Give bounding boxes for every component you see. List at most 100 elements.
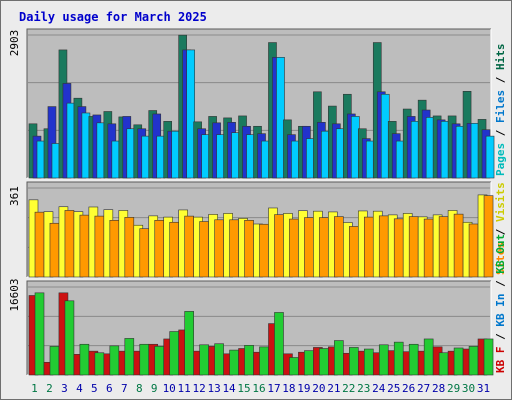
x-tick-label: 28 [432, 382, 445, 395]
bar-sites [334, 216, 344, 278]
bar-pages [186, 49, 195, 179]
legend-item: / [494, 123, 507, 143]
x-axis-labels: 1 2 3 4 5 6 7 8 9 10 11 12 13 14 15 16 17 18 19 20 21 22 23 24 2… [31, 382, 490, 395]
bar-kb-out [304, 350, 314, 376]
x-tick-label: 5 [91, 382, 98, 395]
x-tick-label: 16 [252, 382, 265, 395]
legend-item: / [494, 222, 507, 242]
bar-sites [229, 219, 239, 278]
x-tick-label: 20 [312, 382, 325, 395]
legend: Sites / Visits [494, 182, 507, 275]
y-max-label: 361 [8, 186, 21, 206]
x-tick-label: 1 [31, 382, 38, 395]
legend: KB F / KB In / KB Out [494, 234, 507, 373]
x-tick-label: 22 [342, 382, 355, 395]
bar-sites [378, 215, 389, 278]
x-tick-label: 9 [151, 382, 158, 395]
panel-pages-files-hits: 2903 Pages / Files / Hits [8, 28, 507, 179]
bar-sites [139, 228, 150, 278]
panel-visits-sites: 361 Sites / Visits [8, 181, 507, 278]
bar-sites [34, 211, 45, 278]
x-tick-label: 7 [121, 382, 128, 395]
legend-item: KB F [494, 347, 507, 374]
x-tick-label: 15 [237, 382, 250, 395]
bar-kb-out [79, 343, 90, 376]
x-tick-label: 31 [477, 382, 490, 395]
bar-sites [169, 221, 180, 278]
bar-sites [79, 214, 90, 278]
legend-item: KB Out [494, 234, 507, 274]
bar-kb-out [483, 338, 494, 376]
x-tick-label: 12 [193, 382, 206, 395]
legend-item: Pages [494, 143, 507, 176]
bar-kb-out [154, 346, 165, 376]
bar-kb-out [274, 312, 284, 376]
bar-kb-out [408, 343, 419, 376]
x-tick-label: 13 [207, 382, 220, 395]
bar-sites [483, 195, 494, 278]
x-tick-label: 23 [357, 382, 370, 395]
bevel-dark [26, 28, 491, 178]
x-tick-label: 10 [163, 382, 176, 395]
bar-kb-out [393, 341, 404, 376]
bar-sites [453, 213, 464, 278]
bar-sites [259, 223, 269, 278]
bar-sites [184, 215, 194, 278]
bar-sites [438, 216, 449, 278]
bar-kb-out [94, 352, 105, 376]
bar-sites [289, 218, 299, 278]
bar-kb-out [34, 292, 45, 376]
bar-pages [485, 135, 495, 179]
bar-sites [64, 210, 75, 278]
bar-kb-out [109, 345, 120, 376]
bar-sites [154, 219, 165, 278]
x-tick-label: 30 [462, 382, 475, 395]
legend-item: KB In [494, 294, 507, 327]
bar-sites [423, 218, 434, 278]
x-tick-label: 24 [372, 382, 386, 395]
x-tick-label: 21 [327, 382, 340, 395]
x-tick-label: 26 [402, 382, 415, 395]
legend-item: / [494, 327, 507, 347]
x-tick-label: 25 [387, 382, 400, 395]
x-tick-label: 6 [106, 382, 113, 395]
legend: Pages / Files / Hits [494, 44, 507, 177]
bar-kb-out [229, 349, 239, 376]
bar-sites [124, 217, 135, 278]
bar-kb-out [49, 346, 60, 376]
x-tick-label: 14 [222, 382, 236, 395]
bar-kb-out [378, 344, 389, 376]
bar-kb-out [64, 300, 75, 376]
legend-item: Visits [494, 182, 507, 222]
bar-kb-out [139, 343, 150, 376]
bar-sites [408, 216, 419, 278]
bar-kb-out [199, 344, 209, 376]
bar-kb-out [259, 346, 269, 376]
bar-kb-out [184, 311, 194, 376]
x-tick-label: 29 [447, 382, 460, 395]
x-tick-label: 2 [46, 382, 53, 395]
panel-kb-in-out: 16603 KB F / KB In / KB Out [8, 234, 507, 376]
chart-title: Daily usage for March 2025 [19, 10, 207, 24]
bar-kb-out [244, 345, 254, 376]
x-tick-label: 19 [297, 382, 310, 395]
legend-item: / [494, 70, 507, 90]
bar-kb-out [214, 343, 224, 376]
x-tick-label: 27 [417, 382, 430, 395]
bar-kb-out [334, 340, 344, 376]
bar-kb-out [468, 346, 479, 376]
bar-kb-out [453, 347, 464, 376]
x-tick-label: 3 [61, 382, 68, 395]
bar-kb-out [319, 348, 329, 376]
bar-kb-out [423, 338, 434, 376]
bar-kb-out [349, 347, 359, 376]
bar-sites [274, 214, 284, 278]
bar-kb-out [363, 348, 374, 376]
bar-sites [349, 226, 359, 278]
y-max-label: 16603 [8, 278, 21, 311]
bar-kb-out [289, 357, 299, 376]
legend-item: / [494, 274, 507, 294]
x-tick-label: 8 [136, 382, 143, 395]
x-tick-label: 18 [282, 382, 295, 395]
